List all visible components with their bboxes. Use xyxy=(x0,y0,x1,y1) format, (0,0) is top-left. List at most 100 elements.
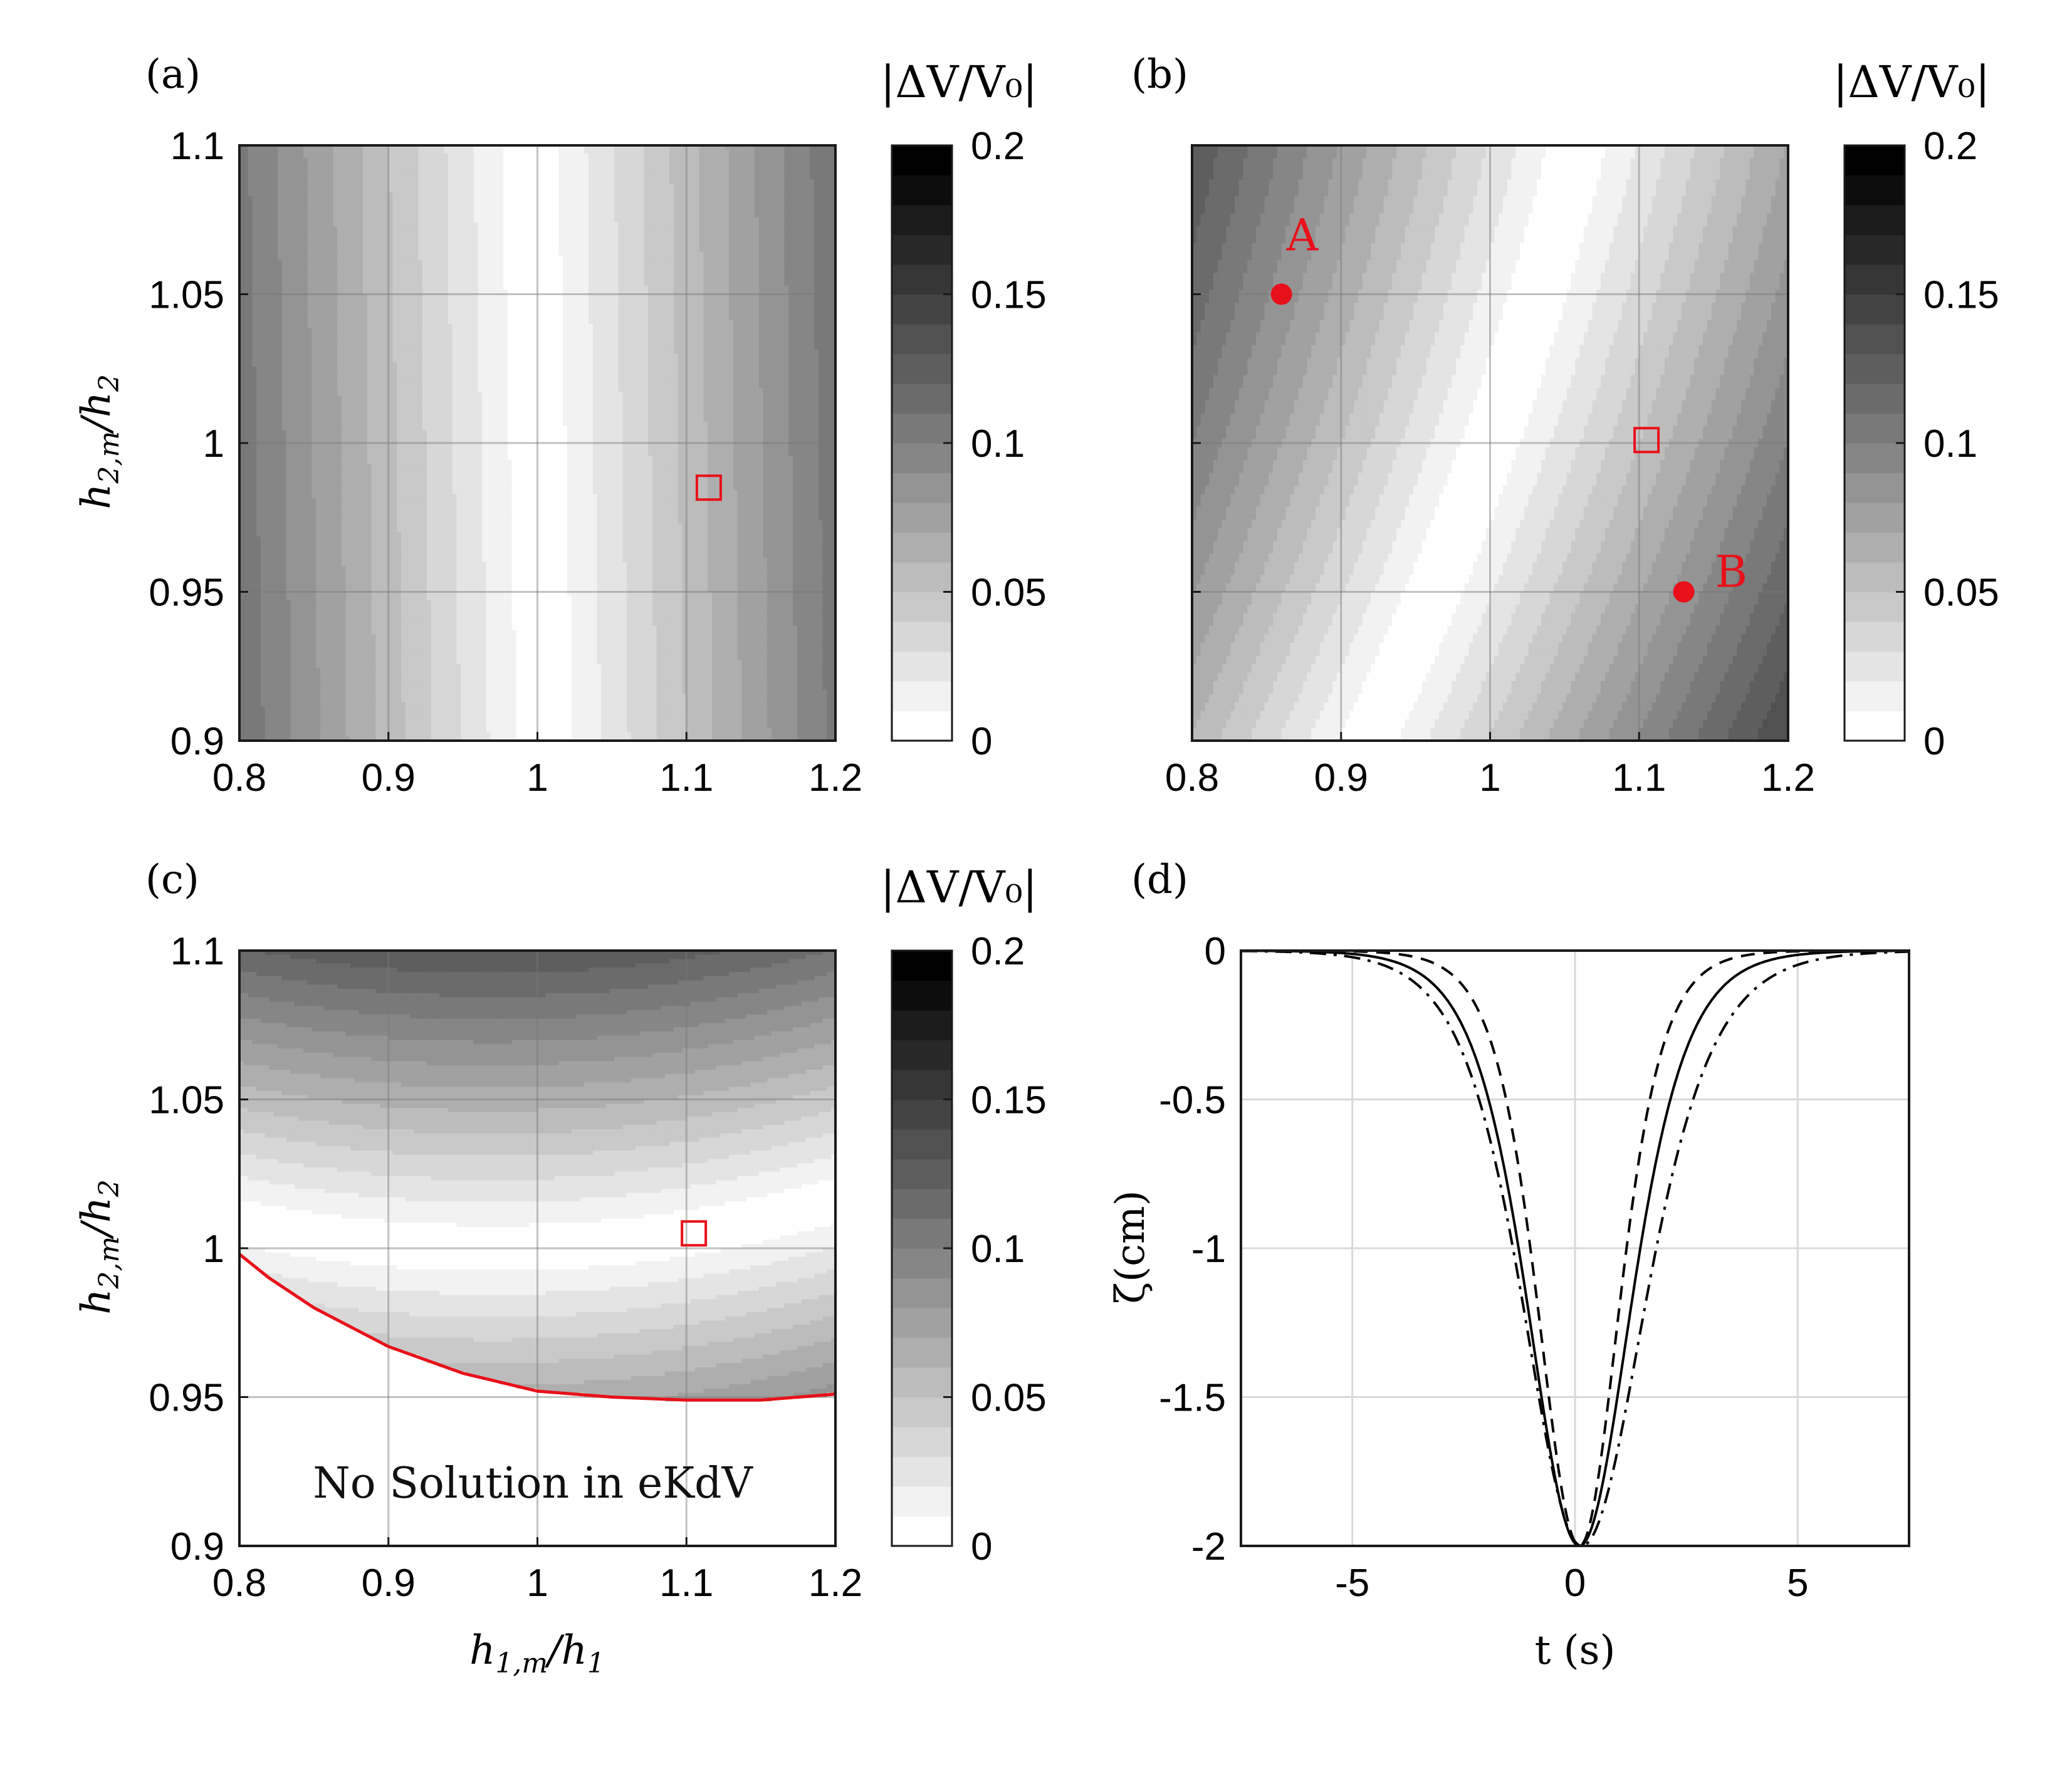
heatmap-cell xyxy=(426,273,432,278)
heatmap-cell xyxy=(810,285,815,291)
heatmap-cell xyxy=(592,205,598,210)
heatmap-cell xyxy=(550,175,555,180)
heatmap-cell xyxy=(444,175,449,180)
heatmap-cell xyxy=(405,187,411,193)
heatmap-cell xyxy=(307,234,313,239)
heatmap-cell xyxy=(630,192,636,197)
heatmap-cell xyxy=(316,247,321,253)
heatmap-cell xyxy=(405,217,411,222)
heatmap-cell xyxy=(384,222,389,227)
heatmap-cell xyxy=(486,145,491,150)
heatmap-cell xyxy=(589,192,594,197)
heatmap-cell xyxy=(656,264,662,269)
heatmap-cell xyxy=(810,175,815,180)
heatmap-cell xyxy=(299,170,304,176)
heatmap-cell xyxy=(784,154,789,159)
heatmap-cell xyxy=(682,217,687,222)
heatmap-cell xyxy=(741,217,746,222)
heatmap-cell xyxy=(746,175,751,180)
heatmap-cell xyxy=(511,205,517,210)
heatmap-cell xyxy=(256,179,261,184)
heatmap-cell xyxy=(290,184,295,189)
heatmap-cell xyxy=(414,264,419,269)
heatmap-cell xyxy=(281,226,287,231)
heatmap-cell xyxy=(358,268,364,274)
heatmap-cell xyxy=(384,234,389,239)
heatmap-cell xyxy=(499,158,504,163)
heatmap-cell xyxy=(371,145,376,150)
heatmap-cell xyxy=(362,201,368,206)
heatmap-cell xyxy=(703,260,708,265)
heatmap-cell xyxy=(328,264,334,269)
heatmap-cell xyxy=(473,285,478,291)
heatmap-cell xyxy=(358,166,364,172)
heatmap-cell xyxy=(737,290,743,295)
heatmap-cell xyxy=(264,209,270,214)
heatmap-cell xyxy=(375,187,380,193)
heatmap-cell xyxy=(303,149,308,155)
heatmap-cell xyxy=(350,196,355,201)
heatmap-cell xyxy=(622,217,627,222)
heatmap-cell xyxy=(767,226,772,231)
heatmap-cell xyxy=(243,154,249,159)
heatmap-cell xyxy=(614,222,619,227)
heatmap-cell xyxy=(388,277,394,282)
heatmap-cell xyxy=(281,217,287,222)
heatmap-cell xyxy=(367,234,372,239)
heatmap-cell xyxy=(525,251,530,257)
heatmap-cell xyxy=(269,166,274,172)
heatmap-cell xyxy=(333,213,338,218)
heatmap-cell xyxy=(316,175,321,180)
heatmap-cell xyxy=(511,196,517,201)
heatmap-cell xyxy=(461,170,466,176)
heatmap-cell xyxy=(554,251,560,257)
heatmap-cell xyxy=(311,226,317,231)
heatmap-cell xyxy=(673,281,679,286)
heatmap-cell xyxy=(592,285,598,291)
heatmap-cell xyxy=(452,162,458,167)
heatmap-cell xyxy=(525,243,530,248)
heatmap-cell xyxy=(754,201,760,206)
heatmap-cell xyxy=(699,184,704,189)
heatmap-cell xyxy=(533,217,538,222)
heatmap-cell xyxy=(362,149,368,155)
heatmap-cell xyxy=(273,273,278,278)
heatmap-cell xyxy=(367,239,372,244)
heatmap-cell xyxy=(388,247,394,253)
heatmap-cell xyxy=(307,149,313,155)
heatmap-cell xyxy=(316,201,321,206)
heatmap-cell xyxy=(295,239,300,244)
heatmap-cell xyxy=(371,264,376,269)
heatmap-cell xyxy=(814,281,819,286)
heatmap-cell xyxy=(533,145,538,150)
heatmap-cell xyxy=(699,192,704,197)
heatmap-cell xyxy=(384,149,389,155)
heatmap-cell xyxy=(788,213,793,218)
heatmap-cell xyxy=(673,247,679,253)
heatmap-cell xyxy=(465,243,470,248)
heatmap-cell xyxy=(367,290,372,295)
heatmap-cell xyxy=(682,154,687,159)
heatmap-cell xyxy=(409,290,415,295)
heatmap-cell xyxy=(269,179,274,184)
heatmap-cell xyxy=(563,162,568,167)
heatmap-cell xyxy=(345,209,351,214)
heatmap-cell xyxy=(414,154,419,159)
heatmap-cell xyxy=(788,187,793,193)
heatmap-cell xyxy=(273,239,278,244)
heatmap-cell xyxy=(380,268,385,274)
heatmap-cell xyxy=(584,145,589,150)
heatmap-cell xyxy=(635,268,641,274)
heatmap-cell xyxy=(669,273,674,278)
heatmap-cell xyxy=(678,149,683,155)
heatmap-cell xyxy=(648,175,653,180)
heatmap-cell xyxy=(592,230,598,236)
heatmap-cell xyxy=(775,277,781,282)
heatmap-cell xyxy=(814,192,819,197)
heatmap-cell xyxy=(720,196,725,201)
heatmap-cell xyxy=(452,290,458,295)
heatmap-cell xyxy=(281,158,287,163)
heatmap-cell xyxy=(435,260,440,265)
heatmap-cell xyxy=(401,273,406,278)
